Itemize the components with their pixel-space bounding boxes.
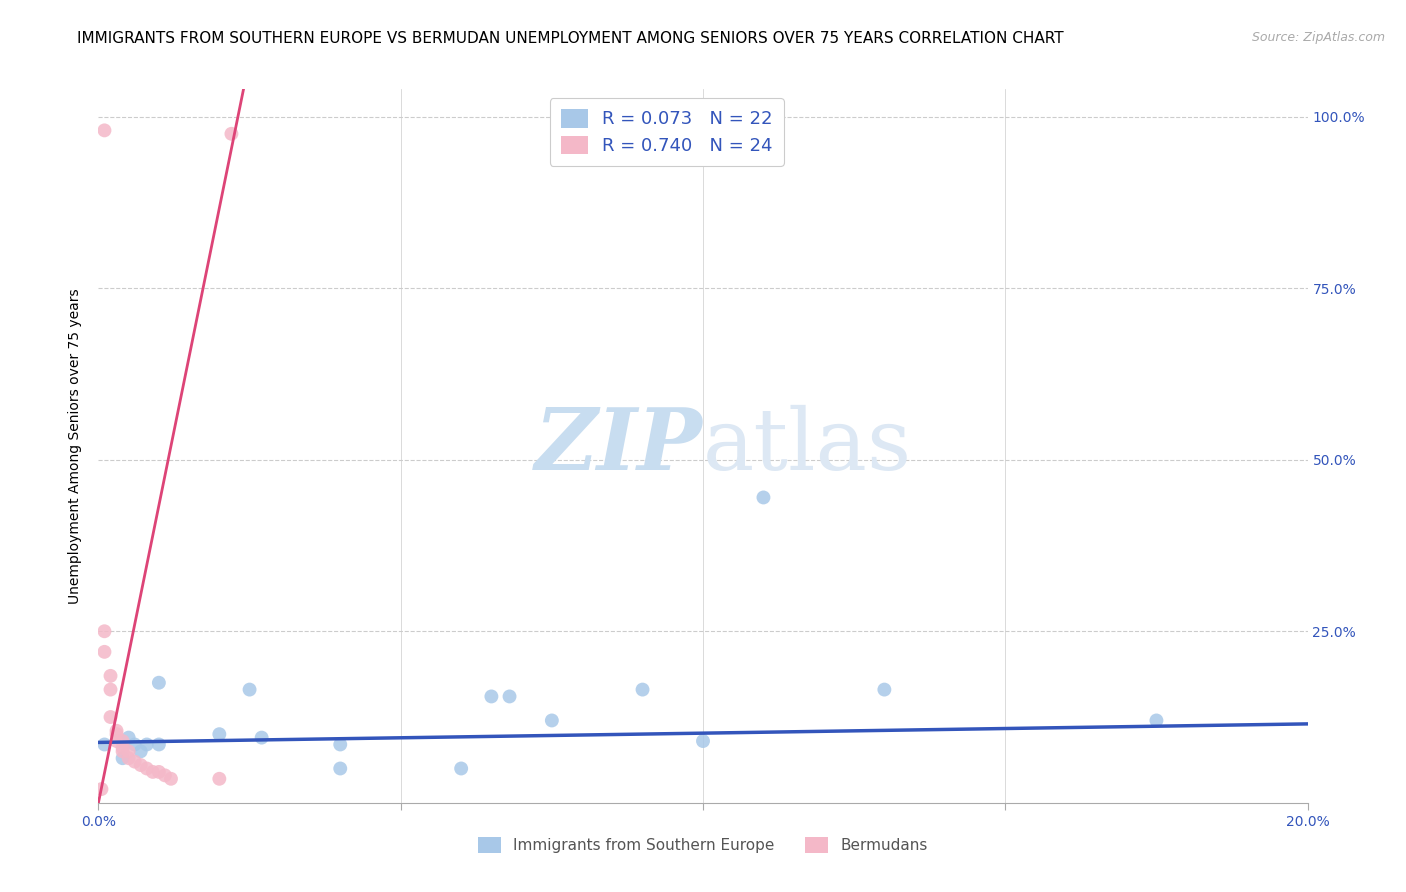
Point <box>221 127 243 141</box>
Point <box>111 744 134 758</box>
Point <box>118 744 141 758</box>
Point <box>250 731 273 745</box>
Point <box>90 782 112 797</box>
Point <box>160 772 183 786</box>
Text: Source: ZipAtlas.com: Source: ZipAtlas.com <box>1251 31 1385 45</box>
Point <box>752 491 775 505</box>
Point <box>124 738 146 752</box>
Point <box>100 669 122 683</box>
Point <box>148 738 170 752</box>
Text: atlas: atlas <box>703 404 912 488</box>
Point <box>329 738 352 752</box>
Point <box>631 682 654 697</box>
Point <box>208 772 231 786</box>
Point <box>93 123 115 137</box>
Point <box>540 714 562 728</box>
Text: ZIP: ZIP <box>536 404 703 488</box>
Point <box>873 682 896 697</box>
Point <box>481 690 503 704</box>
Point <box>148 764 170 779</box>
Text: IMMIGRANTS FROM SOUTHERN EUROPE VS BERMUDAN UNEMPLOYMENT AMONG SENIORS OVER 75 Y: IMMIGRANTS FROM SOUTHERN EUROPE VS BERMU… <box>77 31 1064 46</box>
Point <box>129 744 152 758</box>
Point <box>118 731 141 745</box>
Point <box>498 690 520 704</box>
Point <box>153 768 176 782</box>
Point <box>105 723 128 738</box>
Point <box>692 734 714 748</box>
Point <box>129 758 152 772</box>
Point <box>93 738 115 752</box>
Y-axis label: Unemployment Among Seniors over 75 years: Unemployment Among Seniors over 75 years <box>69 288 83 604</box>
Point <box>100 710 122 724</box>
Point <box>118 751 141 765</box>
Point <box>100 682 122 697</box>
Point <box>93 645 115 659</box>
Point <box>450 762 472 776</box>
Point <box>135 762 157 776</box>
Point <box>329 762 352 776</box>
Point <box>148 675 170 690</box>
Point <box>239 682 262 697</box>
Point <box>105 727 128 741</box>
Point <box>135 738 157 752</box>
Point <box>111 740 134 755</box>
Point <box>111 751 134 765</box>
Point <box>208 727 231 741</box>
Point <box>142 764 165 779</box>
Point <box>1144 714 1167 728</box>
Point <box>124 755 146 769</box>
Legend: Immigrants from Southern Europe, Bermudans: Immigrants from Southern Europe, Bermuda… <box>472 831 934 859</box>
Point <box>105 734 128 748</box>
Point <box>111 734 134 748</box>
Point <box>93 624 115 639</box>
